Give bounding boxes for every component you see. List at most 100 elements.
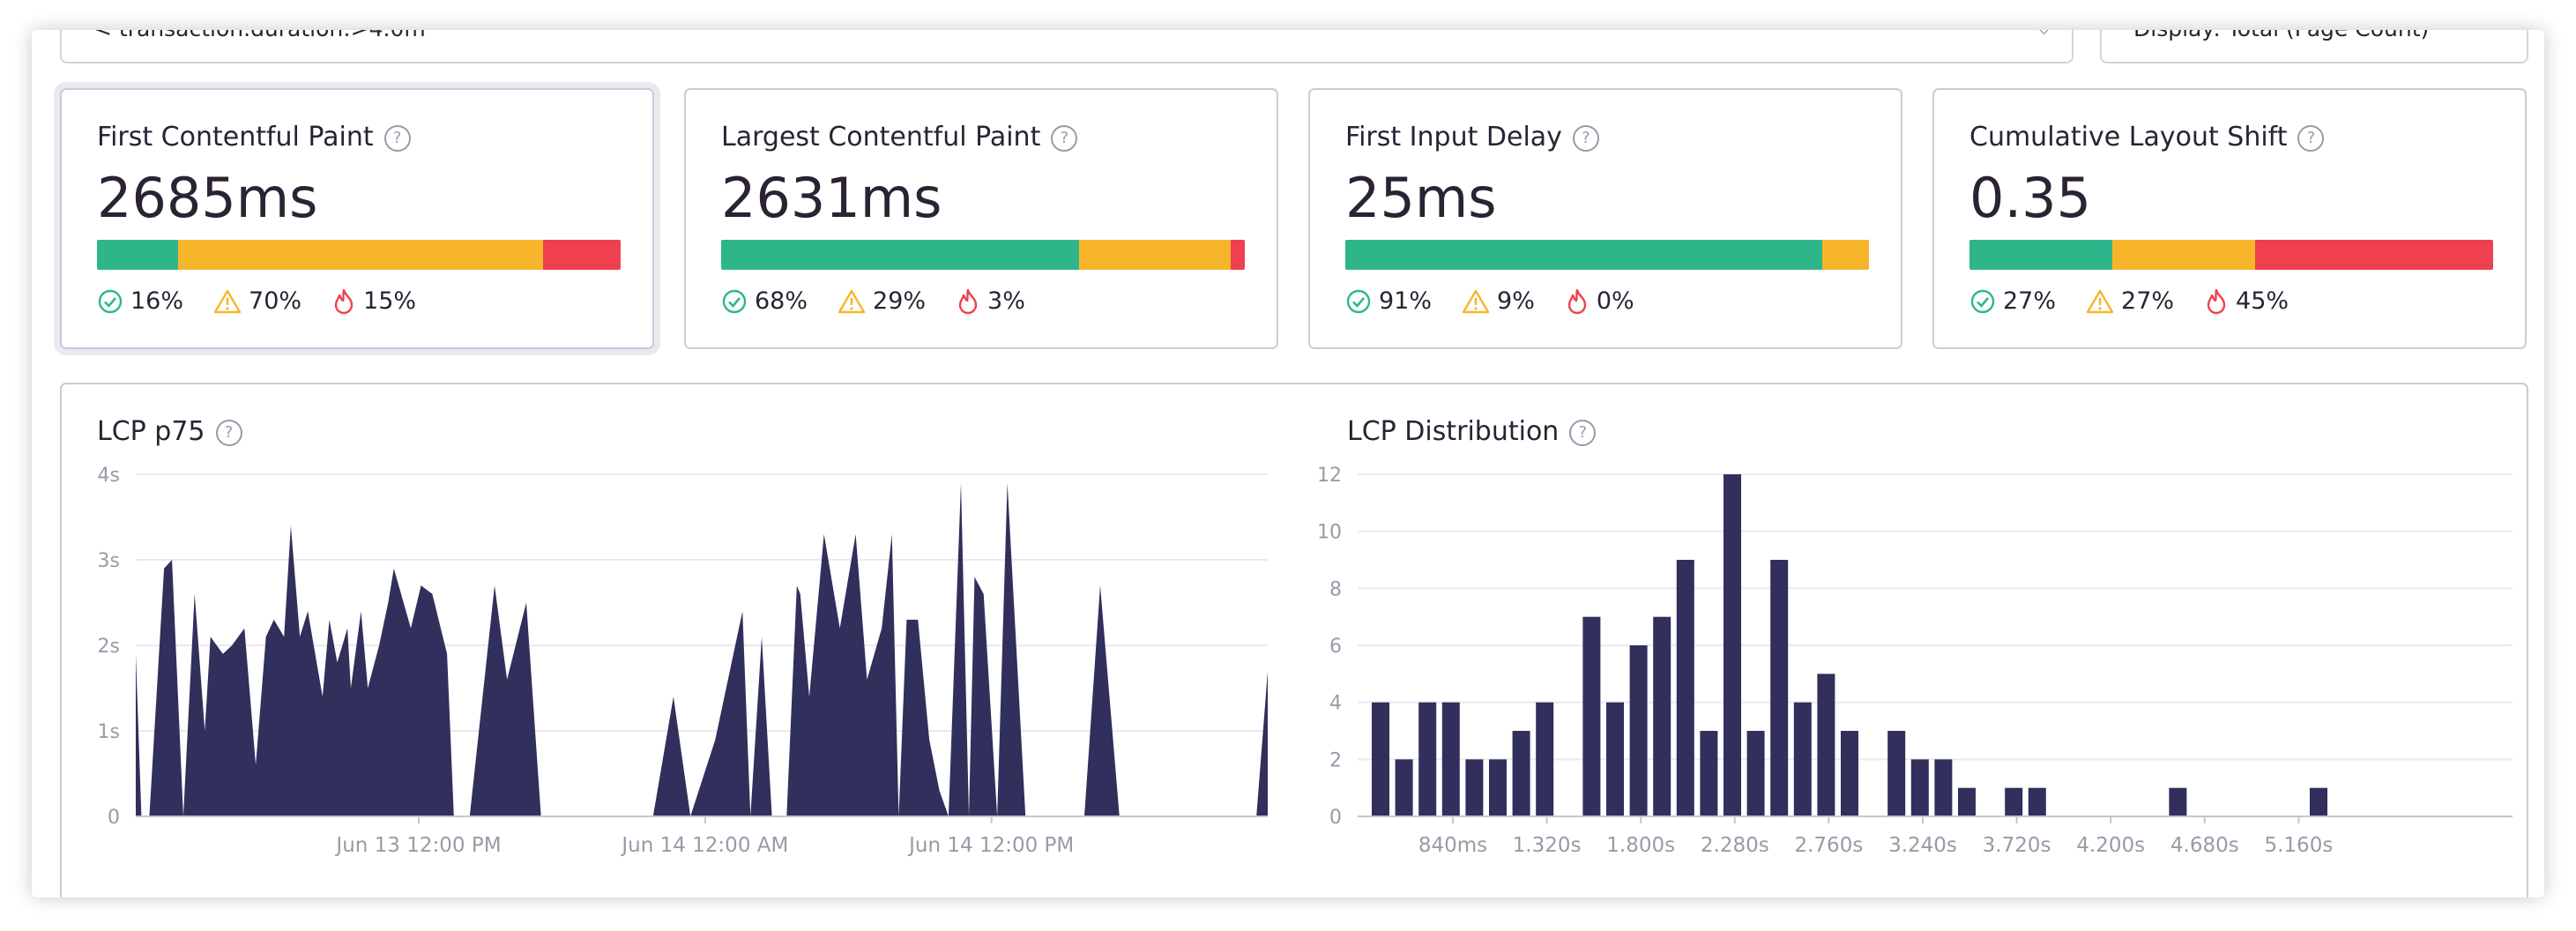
poor-segment bbox=[2255, 240, 2493, 270]
y-tick-label: 2 bbox=[1329, 749, 1342, 771]
help-icon[interactable]: ? bbox=[1051, 125, 1078, 152]
histogram-bar bbox=[1582, 616, 1601, 816]
histogram-bar bbox=[1746, 731, 1765, 816]
metric-title: First Input Delay? bbox=[1345, 122, 1599, 153]
score-legend: 27% 27% 45% bbox=[1969, 287, 2319, 315]
y-tick-label: 10 bbox=[1317, 522, 1342, 544]
help-icon[interactable]: ? bbox=[1572, 125, 1599, 152]
warning-icon bbox=[2086, 288, 2121, 315]
display-dropdown[interactable]: Display: Total (Page Count) bbox=[2100, 30, 2528, 63]
x-tick-label: 3.720s bbox=[1983, 834, 2051, 857]
metric-card[interactable]: First Contentful Paint? 2685ms 16% 70% 15% bbox=[60, 88, 654, 349]
x-tick-label: 2.280s bbox=[1701, 834, 1769, 857]
histogram-bar bbox=[1724, 474, 1741, 816]
histogram-bar bbox=[1841, 731, 1858, 816]
warning-icon bbox=[1462, 288, 1497, 315]
meh-segment bbox=[1821, 240, 1869, 270]
fire-icon bbox=[1565, 288, 1597, 315]
histogram-bar bbox=[1958, 787, 1976, 816]
poor-percent: 3% bbox=[987, 287, 1025, 315]
histogram-bar bbox=[1372, 702, 1389, 816]
x-tick-label: Jun 13 12:00 PM bbox=[334, 834, 501, 857]
histogram-bar bbox=[1512, 731, 1530, 816]
histogram-bar bbox=[1489, 759, 1507, 816]
metric-card[interactable]: Largest Contentful Paint? 2631ms 68% 29% 3% bbox=[684, 88, 1278, 349]
score-legend: 91% 9% 0% bbox=[1345, 287, 1664, 315]
x-tick-label: 5.160s bbox=[2264, 834, 2333, 857]
histogram-bar bbox=[1395, 759, 1413, 816]
histogram-bar bbox=[1536, 702, 1554, 816]
histogram-bar bbox=[2005, 787, 2023, 816]
search-bar[interactable]: < transaction.duration:>4.0m ⌵ bbox=[60, 30, 2073, 63]
help-icon[interactable]: ? bbox=[2297, 125, 2325, 152]
histogram-bar bbox=[1653, 616, 1671, 816]
y-tick-label: 2s bbox=[98, 636, 120, 658]
x-tick-label: 840ms bbox=[1418, 834, 1487, 857]
histogram-bar bbox=[2028, 787, 2046, 816]
poor-percent: 45% bbox=[2236, 287, 2289, 315]
histogram-bar bbox=[1606, 702, 1624, 816]
check-circle-icon bbox=[97, 288, 130, 315]
warning-icon bbox=[213, 288, 249, 315]
histogram-bar bbox=[1418, 702, 1437, 816]
score-legend: 68% 29% 3% bbox=[721, 287, 1055, 315]
meh-segment bbox=[1078, 240, 1231, 270]
app-window: < transaction.duration:>4.0m ⌵ Display: … bbox=[32, 30, 2544, 897]
y-tick-label: 12 bbox=[1317, 465, 1342, 487]
lcp-distribution-chart: 0 2 4 6 8 10 12 840ms 1.320s 1.800s 2.280s 2.760s 3.… bbox=[1317, 465, 2513, 857]
metric-value: 0.35 bbox=[1969, 166, 2092, 230]
meh-percent: 27% bbox=[2121, 287, 2175, 315]
histogram-bar bbox=[1700, 731, 1718, 816]
help-icon[interactable]: ? bbox=[1569, 420, 1597, 446]
metric-value: 2631ms bbox=[721, 166, 942, 230]
poor-segment bbox=[1230, 240, 1245, 270]
histogram-bar bbox=[1910, 759, 1929, 816]
histogram-bar bbox=[1629, 645, 1648, 816]
histogram-bar bbox=[2169, 787, 2187, 816]
search-dropdown-icon[interactable]: ⌵ bbox=[2037, 30, 2051, 39]
score-distribution-bar bbox=[721, 240, 1245, 270]
good-percent: 91% bbox=[1379, 287, 1433, 315]
poor-percent: 0% bbox=[1596, 287, 1634, 315]
x-tick-label: 3.240s bbox=[1888, 834, 1957, 857]
x-tick-label: 2.760s bbox=[1794, 834, 1863, 857]
histogram-bar bbox=[1817, 674, 1835, 816]
good-segment bbox=[1969, 240, 2113, 270]
histogram-bar bbox=[1465, 759, 1484, 816]
score-distribution-bar bbox=[97, 240, 621, 270]
check-circle-icon bbox=[1345, 288, 1379, 315]
poor-segment bbox=[543, 240, 621, 270]
meh-percent: 9% bbox=[1497, 287, 1535, 315]
good-segment bbox=[1345, 240, 1822, 270]
lcp-p75-series bbox=[136, 482, 1268, 816]
fire-icon bbox=[956, 288, 987, 315]
help-icon[interactable]: ? bbox=[383, 125, 411, 152]
score-distribution-bar bbox=[1969, 240, 2493, 270]
help-icon[interactable]: ? bbox=[215, 420, 242, 446]
x-tick-label: 1.320s bbox=[1513, 834, 1582, 857]
x-tick-label: 4.200s bbox=[2076, 834, 2145, 857]
search-query[interactable]: < transaction.duration:>4.0m bbox=[93, 30, 426, 41]
good-percent: 27% bbox=[2003, 287, 2057, 315]
fire-icon bbox=[331, 288, 363, 315]
charts-panel: LCP p75? LCP Distribution? 0 1s 2s 3s 4s Jun … bbox=[60, 383, 2528, 897]
metric-card[interactable]: First Input Delay? 25ms 91% 9% 0% bbox=[1308, 88, 1902, 349]
lcp-distribution-title: LCP Distribution? bbox=[1347, 416, 1597, 447]
lcp-p75-title: LCP p75? bbox=[97, 416, 242, 447]
y-tick-label: 6 bbox=[1329, 636, 1342, 658]
histogram-bar bbox=[1934, 759, 1953, 816]
y-tick-label: 0 bbox=[1329, 807, 1342, 829]
lcp-p75-chart: 0 1s 2s 3s 4s Jun 13 12:00 PM Jun 14 12:00 AM J… bbox=[98, 465, 1268, 857]
x-tick-label: 1.800s bbox=[1606, 834, 1675, 857]
x-tick-label: 4.680s bbox=[2170, 834, 2239, 857]
histogram-bar bbox=[1793, 702, 1812, 816]
y-tick-label: 3s bbox=[98, 550, 120, 572]
score-distribution-bar bbox=[1345, 240, 1869, 270]
metric-value: 25ms bbox=[1345, 166, 1497, 230]
metric-title: First Contentful Paint? bbox=[97, 122, 411, 153]
meh-percent: 29% bbox=[873, 287, 927, 315]
fire-icon bbox=[2204, 288, 2236, 315]
good-segment bbox=[721, 240, 1079, 270]
metric-card[interactable]: Cumulative Layout Shift? 0.35 27% 27% 45% bbox=[1932, 88, 2527, 349]
good-segment bbox=[97, 240, 179, 270]
